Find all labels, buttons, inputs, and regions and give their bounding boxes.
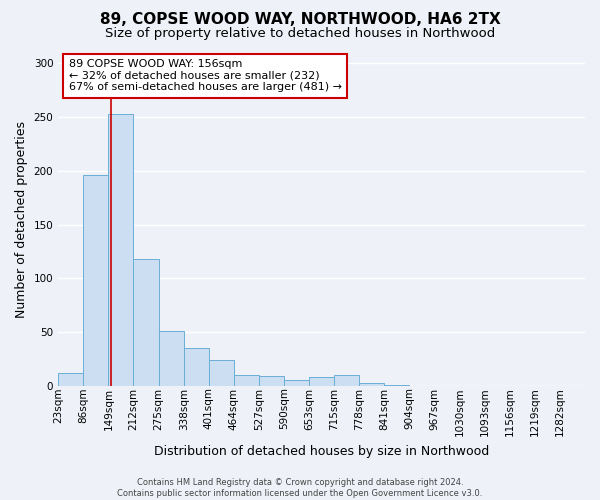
Bar <box>109 114 133 386</box>
Bar <box>133 259 158 386</box>
Bar <box>184 348 209 386</box>
Bar <box>284 380 309 386</box>
Bar <box>234 376 259 386</box>
Text: 89 COPSE WOOD WAY: 156sqm
← 32% of detached houses are smaller (232)
67% of semi: 89 COPSE WOOD WAY: 156sqm ← 32% of detac… <box>69 59 342 92</box>
Text: 89, COPSE WOOD WAY, NORTHWOOD, HA6 2TX: 89, COPSE WOOD WAY, NORTHWOOD, HA6 2TX <box>100 12 500 28</box>
Text: Contains HM Land Registry data © Crown copyright and database right 2024.
Contai: Contains HM Land Registry data © Crown c… <box>118 478 482 498</box>
Bar <box>58 373 83 386</box>
Bar <box>309 378 334 386</box>
Y-axis label: Number of detached properties: Number of detached properties <box>15 121 28 318</box>
Bar <box>83 175 109 386</box>
Bar <box>334 376 359 386</box>
Bar <box>259 376 284 386</box>
Text: Size of property relative to detached houses in Northwood: Size of property relative to detached ho… <box>105 28 495 40</box>
Bar <box>384 385 409 386</box>
Bar <box>158 331 184 386</box>
X-axis label: Distribution of detached houses by size in Northwood: Distribution of detached houses by size … <box>154 444 489 458</box>
Bar <box>359 383 384 386</box>
Bar <box>209 360 234 386</box>
